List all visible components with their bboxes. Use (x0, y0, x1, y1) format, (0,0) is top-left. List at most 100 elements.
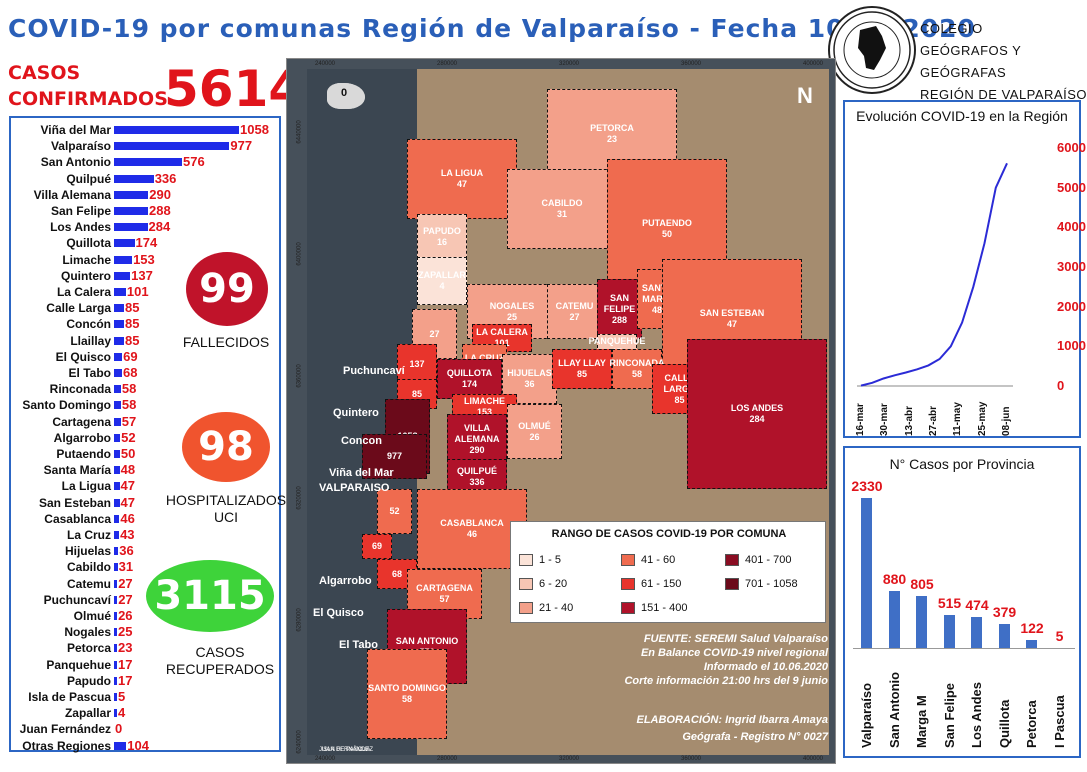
map-x-tick: 360000 (681, 61, 702, 67)
commune-value: 153 (476, 406, 493, 417)
commune-value: 50 (661, 229, 672, 239)
source-line: FUENTE: SEREMI Salud Valparaíso (643, 633, 828, 645)
comuna-bar (114, 612, 118, 620)
commune-name: CATEMU (555, 300, 594, 311)
map-y-tick: 6280000 (296, 608, 303, 632)
map-commune: 52 (377, 489, 412, 534)
comuna-row: Olmué 26 (11, 608, 281, 624)
commune-name: PUTAENDO (642, 218, 692, 228)
fallecidos-circle: 99 (186, 252, 268, 326)
comuna-value: 5 (118, 689, 126, 704)
comuna-bar (114, 190, 149, 199)
comuna-value: 47 (120, 478, 136, 494)
comuna-name: Zapallar (64, 706, 111, 721)
comuna-bar (114, 741, 127, 750)
map-place-label: Viña del Mar (329, 467, 394, 479)
commune-name: NOGALES (489, 300, 535, 311)
comuna-name: Los Andes (50, 220, 111, 235)
hospitalizados-value: 98 (198, 424, 254, 470)
org-line: REGIÓN DE VALPARAÍSO (920, 87, 1087, 102)
map-place-label: Algarrobo (319, 575, 372, 587)
map-place-label: VALPARAISO (319, 482, 390, 494)
map-place-label: El Tabo (339, 639, 378, 651)
confirmed-cases-label: CASOS CONFIRMADOS (8, 62, 168, 110)
commune-value: 46 (466, 529, 477, 539)
comuna-bar (114, 174, 154, 183)
comuna-value: 4 (118, 705, 126, 721)
comuna-value: 31 (118, 559, 134, 575)
comuna-name: Cartagena (52, 414, 111, 429)
legend-item: 401 - 700 (725, 554, 791, 566)
comuna-row: Quilpué 336 (11, 171, 281, 187)
legend-swatch (621, 578, 635, 590)
commune-name: SANTO DOMINGO (368, 683, 446, 693)
comuna-row: Valparaíso 977 (11, 138, 281, 154)
line-x-tick: 11-may (952, 402, 964, 436)
comuna-row: Viña del Mar 1058 (11, 122, 281, 138)
commune-value: 58 (401, 694, 412, 704)
legend-swatch (725, 554, 739, 566)
commune-name: LA CRUZ (464, 353, 505, 363)
commune-value: 290 (469, 444, 485, 455)
line-y-tick: 4000 (1057, 219, 1086, 235)
map-commune: QUILPUÉ 336 (447, 459, 507, 494)
commune-value: 31 (556, 209, 567, 219)
map-place-label: El Quisco (313, 607, 364, 619)
comuna-bar (114, 466, 120, 475)
comuna-value: 47 (120, 494, 136, 510)
province-name: I Pascua (1051, 695, 1067, 748)
province-bar (861, 498, 872, 648)
line-x-tick: 08-jun (1001, 406, 1012, 436)
map-commune: PAPUDO 16 (417, 214, 467, 259)
comuna-row: Putaendo 50 (11, 446, 281, 462)
org-name: COLEGIO GEÓGRAFOS Y GEÓGRAFAS REGIÓN DE … (920, 18, 1087, 106)
map-commune: 69 (362, 534, 392, 559)
comuna-name: Limache (62, 252, 111, 267)
source-line: En Balance COVID-19 nivel regional (640, 647, 828, 659)
comuna-row: San Antonio 576 (11, 154, 281, 170)
org-line: COLEGIO (920, 21, 983, 36)
commune-value: 288 (611, 314, 628, 325)
comuna-row: La Ligua 47 (11, 478, 281, 494)
map-commune: OLMUÉ 26 (507, 404, 562, 459)
comuna-row: Quillota 174 (11, 235, 281, 251)
province-name: San Felipe (941, 682, 957, 748)
legend-label: 1 - 5 (539, 554, 562, 566)
comuna-name: San Esteban (38, 495, 111, 510)
commune-name: LA LIGUA (440, 168, 484, 178)
commune-name: SANTA MARÍA (641, 282, 673, 304)
comuna-name: Algarrobo (53, 430, 111, 445)
comuna-row: Panquehue 17 (11, 657, 281, 673)
comuna-bar (114, 531, 120, 539)
commune-name: HIJUELAS (507, 368, 552, 378)
evolution-chart-panel: Evolución COVID-19 en la Región 0 1000 200… (843, 100, 1086, 438)
commune-value: 16 (436, 236, 447, 247)
commune-name: QUILPUÉ (456, 465, 497, 476)
map-place-label: Quintero (333, 407, 379, 419)
line-x-tick: 27-abr (928, 405, 939, 436)
commune-value: 85 (674, 394, 685, 405)
comuna-row: Juan Fernández 0 (11, 721, 281, 737)
comuna-value: 50 (120, 446, 136, 461)
author-note: ELABORACIÓN: Ingrid Ibarra Amaya Geógrafa… (588, 712, 828, 746)
line-x-tick: 25-may (976, 401, 988, 436)
province-bar (971, 617, 982, 648)
legend-swatch (621, 602, 635, 614)
legend-label: 41 - 60 (641, 554, 676, 566)
comuna-row: Catemu 27 (11, 576, 281, 592)
comuna-bar (114, 320, 125, 329)
source-line: Informado el 10.06.2020 (703, 661, 828, 673)
comuna-row: Cabildo 31 (11, 559, 281, 575)
comuna-value: 58 (121, 381, 137, 397)
comuna-value: 284 (148, 219, 171, 235)
map-commune: LLAY LLAY 85 (552, 349, 612, 389)
comuna-name: El Tabo (68, 366, 111, 380)
inset-name: JUAN FERNÁNDEZ (318, 747, 373, 753)
map-y-tick: 6400000 (296, 242, 303, 266)
comuna-row: Santo Domingo 58 (11, 397, 281, 413)
comuna-row: San Esteban 47 (11, 495, 281, 511)
province-baseline (853, 648, 1075, 649)
map-y-tick: 6440000 (296, 120, 303, 144)
comuna-row: Algarrobo 52 (11, 430, 281, 446)
map-place-label: Concon (341, 435, 382, 447)
